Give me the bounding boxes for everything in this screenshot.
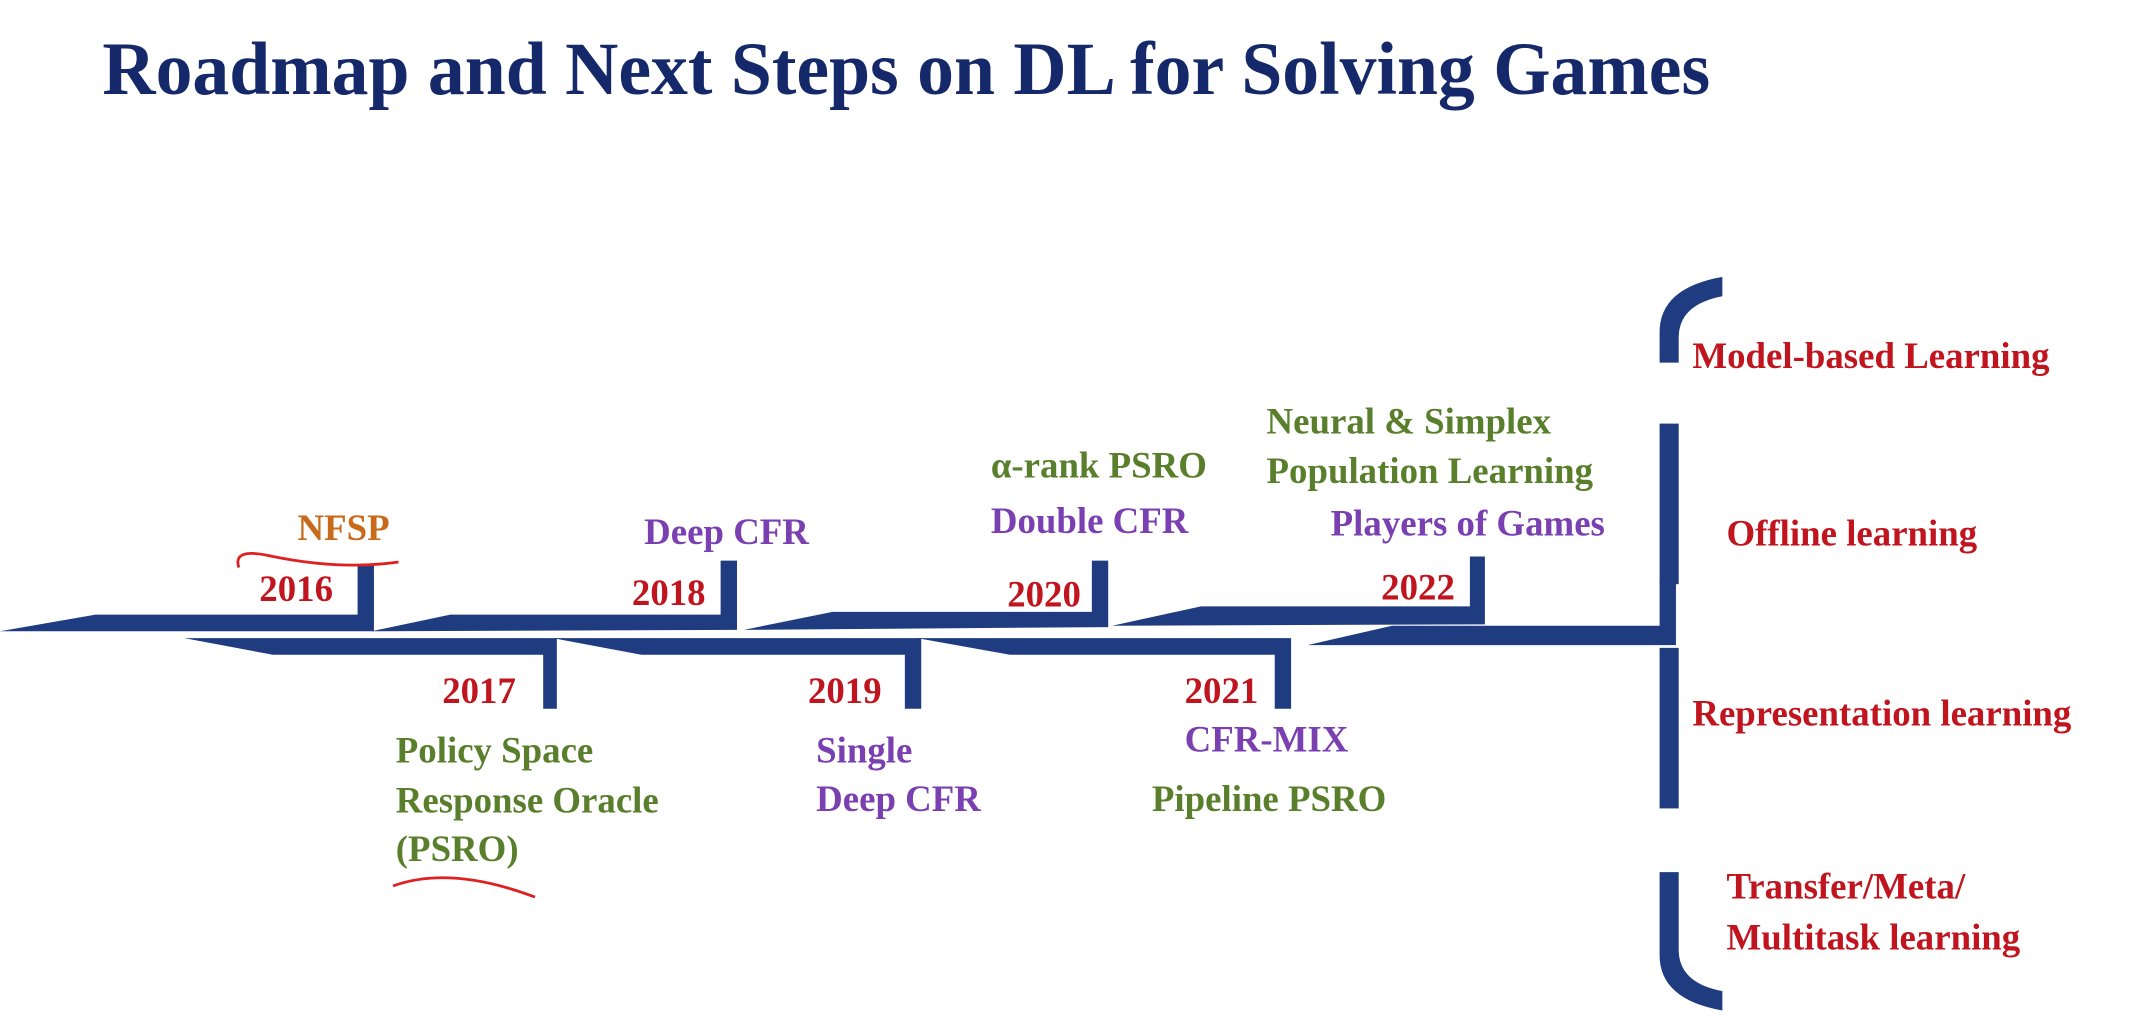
year: 2016 <box>259 569 333 610</box>
title: Roadmap and Next Steps on DL for Solving… <box>102 29 1710 112</box>
year: 2019 <box>808 671 882 712</box>
next-step: Model-based Learning <box>1692 336 2050 377</box>
item: Response Oracle <box>396 780 659 821</box>
item: Players of Games <box>1331 503 1605 544</box>
next-step: Transfer/Meta/ <box>1726 866 1965 907</box>
timeline <box>0 276 1723 1011</box>
year: 2017 <box>442 671 516 712</box>
item: Deep CFR <box>644 512 810 553</box>
item: Population Learning <box>1267 451 1594 492</box>
item: Double CFR <box>991 501 1190 542</box>
item: α-rank PSRO <box>991 445 1207 486</box>
item: NFSP <box>298 508 390 549</box>
year: 2018 <box>632 573 706 614</box>
year: 2021 <box>1185 671 1259 712</box>
item: Single <box>816 731 912 772</box>
year: 2022 <box>1381 567 1455 608</box>
item: Neural & Simplex <box>1267 401 1552 442</box>
next-step: Multitask learning <box>1726 917 2020 958</box>
item: Deep CFR <box>816 779 982 820</box>
next-step: Offline learning <box>1726 513 1977 554</box>
item: CFR-MIX <box>1185 719 1349 760</box>
annotations <box>236 552 536 899</box>
item: Pipeline PSRO <box>1152 779 1386 820</box>
year: 2020 <box>1007 574 1081 615</box>
item: (PSRO) <box>396 829 519 870</box>
item: Policy Space <box>396 731 594 772</box>
next-step: Representation learning <box>1692 693 2071 734</box>
